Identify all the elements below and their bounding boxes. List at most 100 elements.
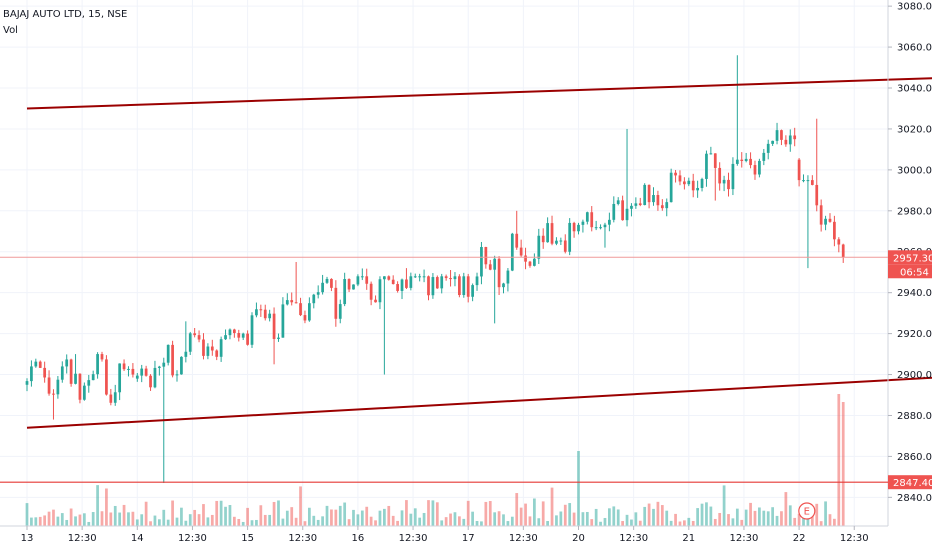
candle-body [427, 276, 430, 296]
candle-body [731, 163, 735, 190]
time-tick-label: 12:30 [509, 533, 538, 544]
volume-bar [374, 520, 377, 526]
candle-body [475, 276, 479, 286]
candle-body [841, 244, 845, 258]
volume-bar [166, 519, 170, 526]
upper-channel-line [26, 77, 932, 110]
volume-bar [435, 502, 439, 526]
candle-body [837, 239, 841, 245]
volume-bar [175, 517, 179, 526]
time-tick-label: 12:30 [619, 533, 648, 544]
volume-bar [78, 514, 82, 526]
candle-body [56, 379, 60, 395]
candle-body [409, 276, 413, 288]
volume-bar [387, 505, 391, 526]
candle-body [219, 339, 223, 357]
volume-bar [299, 486, 302, 526]
candle-body [272, 313, 276, 339]
candle-body [360, 276, 364, 278]
volume-bar [766, 511, 770, 526]
candle-body [135, 375, 139, 379]
volume-bar [224, 506, 227, 526]
volume-bar [246, 507, 249, 526]
volume-bar [678, 521, 682, 526]
volume-bar [660, 505, 664, 526]
candle-body [590, 212, 594, 228]
candle-body [484, 247, 488, 265]
volume-bar [135, 519, 139, 526]
volume-bar [149, 521, 152, 526]
volume-bar [528, 516, 532, 526]
volume-bar [87, 521, 91, 526]
horizontal-level-label: 2847.40 [893, 478, 932, 489]
candle-body [771, 140, 774, 144]
candle-body [52, 393, 55, 395]
candle-body [678, 175, 682, 182]
candle-body [241, 333, 245, 338]
volume-bar [744, 509, 748, 526]
volume-bar [683, 520, 686, 526]
volume-bar [250, 520, 254, 526]
candle-body [303, 315, 307, 321]
volume-bar [731, 518, 735, 526]
candle-body [735, 159, 739, 164]
volume-bar [316, 519, 320, 526]
earnings-marker [798, 502, 816, 520]
volume-bar [740, 519, 744, 526]
volume-bar [819, 521, 823, 526]
time-tick-label: 12:30 [840, 533, 869, 544]
price-tick-label: 3040.00 [897, 84, 932, 95]
volume-bar [440, 520, 444, 526]
candle-body [444, 276, 448, 279]
volume-bar [471, 511, 474, 526]
candle-body [621, 200, 624, 221]
candle-body [38, 361, 42, 368]
candle-body [60, 366, 64, 380]
volume-bar [383, 508, 386, 526]
volume-bar [643, 506, 647, 526]
volume-bar [515, 493, 519, 526]
volume-bar [758, 507, 761, 526]
volume-bar [162, 509, 166, 526]
candle-body [365, 276, 369, 284]
volume-bar [109, 512, 113, 526]
volume-bar [338, 505, 342, 526]
volume-bar [96, 485, 99, 526]
last-price-box [888, 250, 932, 265]
candle-body [374, 299, 377, 303]
volume-bar [828, 514, 832, 526]
volume-bar [559, 511, 563, 526]
candle-body [497, 258, 501, 288]
volume-bar [691, 520, 695, 526]
candle-body [237, 333, 241, 338]
volume-bar [563, 504, 567, 526]
time-axis[interactable]: 13 12:30 14 12:30 15 12:30 16 12:30 17 12:30 20 12:… [0, 525, 888, 544]
candle-body [250, 315, 254, 345]
volume-bar [555, 515, 558, 526]
candle-body [625, 208, 629, 221]
candle-body [308, 303, 311, 321]
price-tick-label: 2840.00 [897, 493, 932, 504]
volume-indicator-label: Vol [3, 25, 18, 36]
volume-bar [157, 519, 161, 526]
candle-body [753, 165, 757, 175]
candle-body [325, 278, 329, 283]
candle-body [378, 279, 382, 303]
volume-bar [577, 451, 580, 526]
volume-bar [510, 516, 514, 526]
candle-body [643, 184, 647, 206]
candle-body [391, 279, 395, 285]
volume-bar [197, 514, 201, 526]
volume-bar [352, 509, 355, 526]
candle-body [400, 279, 404, 291]
candle-body [263, 309, 267, 319]
candle-body [572, 222, 576, 232]
volume-bar [449, 513, 452, 526]
price-tick-label: 2860.00 [897, 452, 932, 463]
volume-bar [612, 506, 616, 526]
volume-bar [91, 512, 95, 526]
volume-bar [365, 506, 369, 526]
candle-body [440, 276, 444, 289]
volume-bar [206, 517, 210, 526]
